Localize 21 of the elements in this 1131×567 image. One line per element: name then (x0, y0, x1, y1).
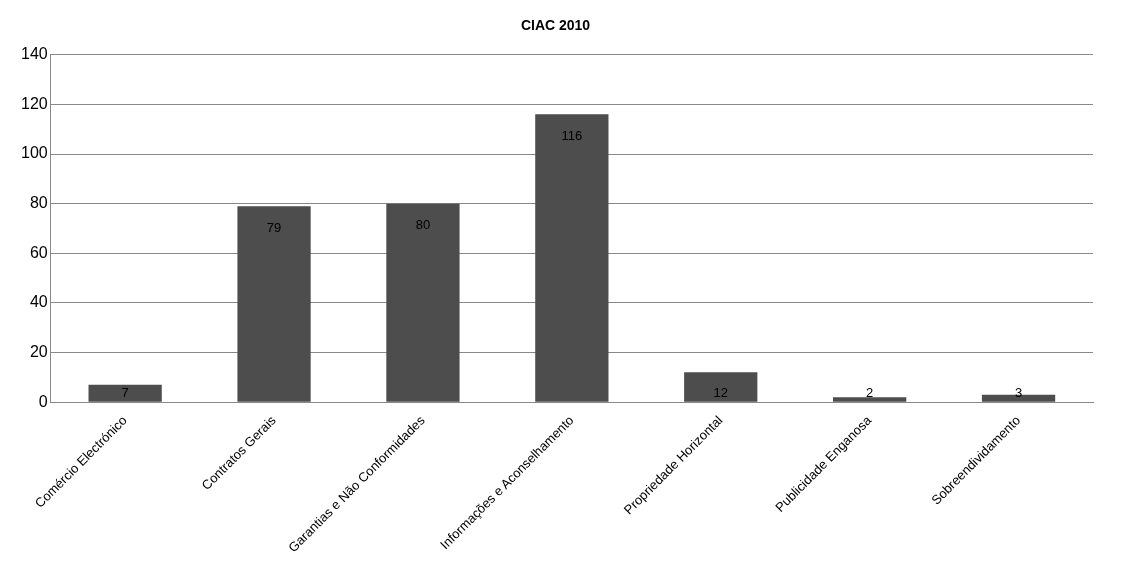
bar (684, 372, 758, 402)
data-label: 79 (266, 219, 282, 235)
bar (833, 397, 907, 402)
data-label: 116 (561, 127, 583, 143)
y-tick-label: 20 (29, 342, 48, 360)
bar (88, 384, 162, 402)
y-tick-label: 140 (20, 45, 48, 63)
y-tick-label: 80 (29, 194, 48, 212)
bar (237, 206, 311, 402)
chart-title: CIAC 2010 (520, 17, 591, 34)
y-tick-label: 100 (20, 144, 48, 162)
y-tick-label: 120 (20, 94, 48, 112)
y-tick-label: 0 (38, 392, 48, 410)
y-tick-label: 60 (29, 243, 48, 261)
bar (535, 114, 609, 402)
data-label: 80 (415, 217, 431, 233)
bar (386, 203, 460, 402)
y-tick-label: 40 (29, 293, 48, 311)
data-label: 7 (121, 385, 129, 401)
data-label: 2 (866, 385, 874, 401)
data-label: 12 (713, 385, 728, 401)
